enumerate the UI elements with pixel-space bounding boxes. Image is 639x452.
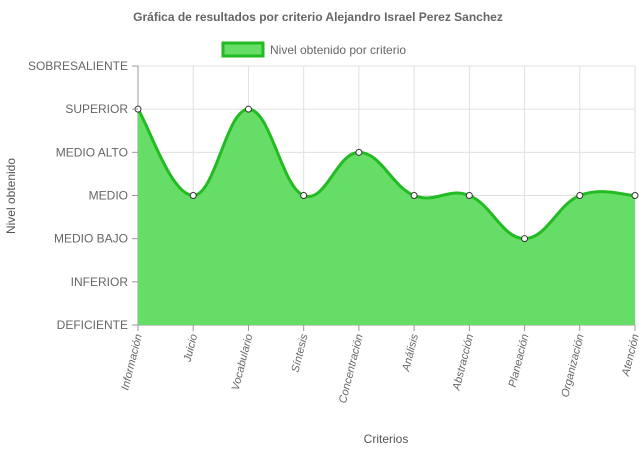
y-axis-ticks: DEFICIENTE INFERIOR MEDIO BAJO MEDIO MEDIO A… [28, 59, 138, 332]
data-point[interactable] [631, 192, 639, 199]
x-tick-label: Análisis [400, 332, 421, 373]
data-points [134, 105, 639, 243]
legend-label[interactable]: Nivel obtenido por criterio [270, 43, 406, 57]
x-tick-label: Planeación [507, 333, 532, 389]
x-tick-label: Vocabulario [230, 333, 256, 392]
y-tick-label: SOBRESALIENTE [28, 59, 128, 73]
area-layer [136, 107, 636, 326]
x-tick-label: Abstracción [450, 333, 476, 393]
series-line [136, 107, 636, 241]
legend-swatch[interactable] [221, 41, 265, 58]
data-point[interactable] [521, 235, 529, 243]
x-tick-label: Juicio [181, 333, 200, 364]
data-point[interactable] [576, 192, 584, 199]
chart-title: Gráfica de resultados por criterio Aleja… [133, 10, 503, 24]
x-tick-label: Organización [559, 333, 586, 399]
legend[interactable]: Nivel obtenido por criterio [221, 41, 406, 58]
y-tick-label: SUPERIOR [65, 102, 128, 116]
x-tick-label: Concentración [337, 333, 366, 405]
series-area-fill [138, 109, 635, 326]
data-point[interactable] [244, 105, 252, 113]
data-point[interactable] [410, 192, 418, 199]
data-point[interactable] [300, 192, 308, 199]
data-point[interactable] [189, 192, 197, 199]
y-axis-label: Nivel obtenido [4, 158, 18, 234]
x-tick-label: Información [119, 333, 145, 392]
y-tick-label: MEDIO [89, 189, 128, 203]
x-tick-label: Síntesis [289, 332, 310, 373]
x-axis-label: Criterios [364, 432, 409, 446]
y-tick-label: INFERIOR [71, 275, 129, 289]
y-tick-label: DEFICIENTE [57, 318, 128, 332]
x-axis-ticks: Información Juicio Vocabulario Síntesis Conc… [119, 325, 639, 405]
data-point[interactable] [465, 192, 473, 199]
y-tick-label: MEDIO BAJO [54, 232, 128, 246]
x-tick-label: Atención [620, 333, 639, 378]
y-tick-label: MEDIO ALTO [56, 145, 128, 159]
data-point[interactable] [355, 148, 363, 156]
